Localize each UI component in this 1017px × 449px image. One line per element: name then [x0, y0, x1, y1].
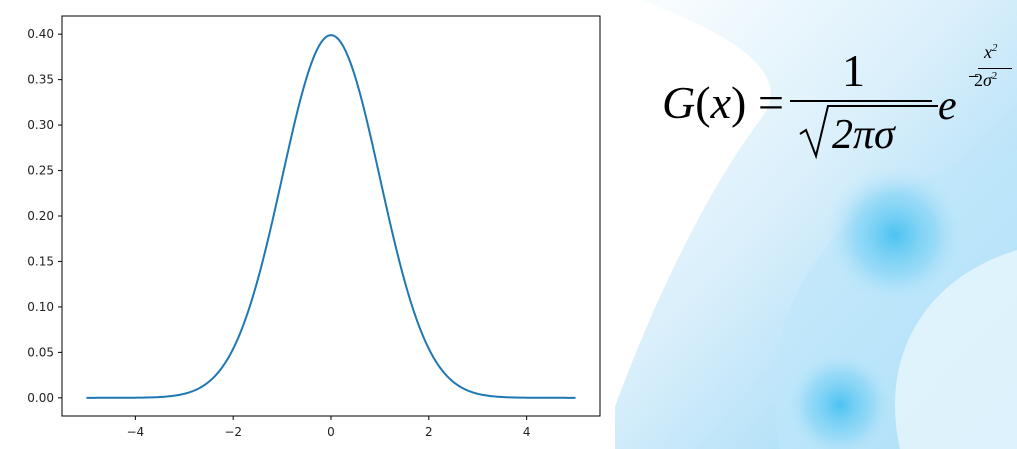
decor-orb-2	[785, 350, 895, 449]
formula-base-e: e	[938, 83, 957, 129]
y-tick-label: 0.25	[27, 164, 54, 178]
formula-numerator: 1	[842, 45, 865, 96]
exp-den-var: σ	[983, 70, 992, 90]
x-tick-label: −4	[127, 425, 145, 439]
formula-exp-numerator: x2	[984, 42, 997, 63]
y-tick-label: 0.10	[27, 300, 54, 314]
series-line-gaussian	[86, 34, 576, 399]
x-tick-label: 2	[425, 425, 433, 439]
axes-frame	[61, 15, 601, 417]
gaussian-formula: G(x) = 1 2πσ e − x2 2σ2	[662, 42, 1012, 164]
formula-exp-sign: −	[968, 66, 980, 88]
exp-den-coef: 2	[974, 70, 983, 90]
sqrt-radical-icon	[799, 105, 938, 160]
exp-den-power: 2	[991, 70, 998, 82]
formula-denominator: 2πσ	[799, 105, 938, 160]
exp-num-power: 2	[992, 42, 998, 54]
y-tick-label: 0.15	[27, 254, 54, 268]
x-tick-label: 4	[523, 425, 531, 439]
exp-num-var: x	[984, 42, 992, 62]
formula-fraction-bar	[790, 100, 932, 102]
y-tick-label: 0.35	[27, 73, 54, 87]
x-tick-label: 0	[327, 425, 335, 439]
y-tick-label: 0.30	[27, 118, 54, 132]
y-tick-label: 0.00	[27, 391, 54, 405]
formula-lhs: G(x)	[662, 77, 747, 128]
y-tick-label: 0.20	[27, 209, 54, 223]
decor-orb-1	[825, 165, 965, 305]
decor-arc-2	[894, 250, 1017, 449]
formula-exp-bar	[978, 68, 1012, 69]
y-tick-label: 0.40	[27, 27, 54, 41]
formula-arg: x	[710, 77, 731, 128]
formula-exp-denominator: 2σ2	[974, 70, 997, 91]
formula-func-name: G	[662, 77, 696, 128]
formula-equals: =	[758, 77, 784, 128]
gaussian-chart: −4 −2 0 2 4 0.00 0.05 0.10 0.15 0.20 0.25 0.30 0.35 0…	[27, 15, 601, 439]
x-tick-label: −2	[224, 425, 242, 439]
y-tick-label: 0.05	[27, 345, 54, 359]
formula-radicand: 2πσ	[832, 112, 897, 158]
